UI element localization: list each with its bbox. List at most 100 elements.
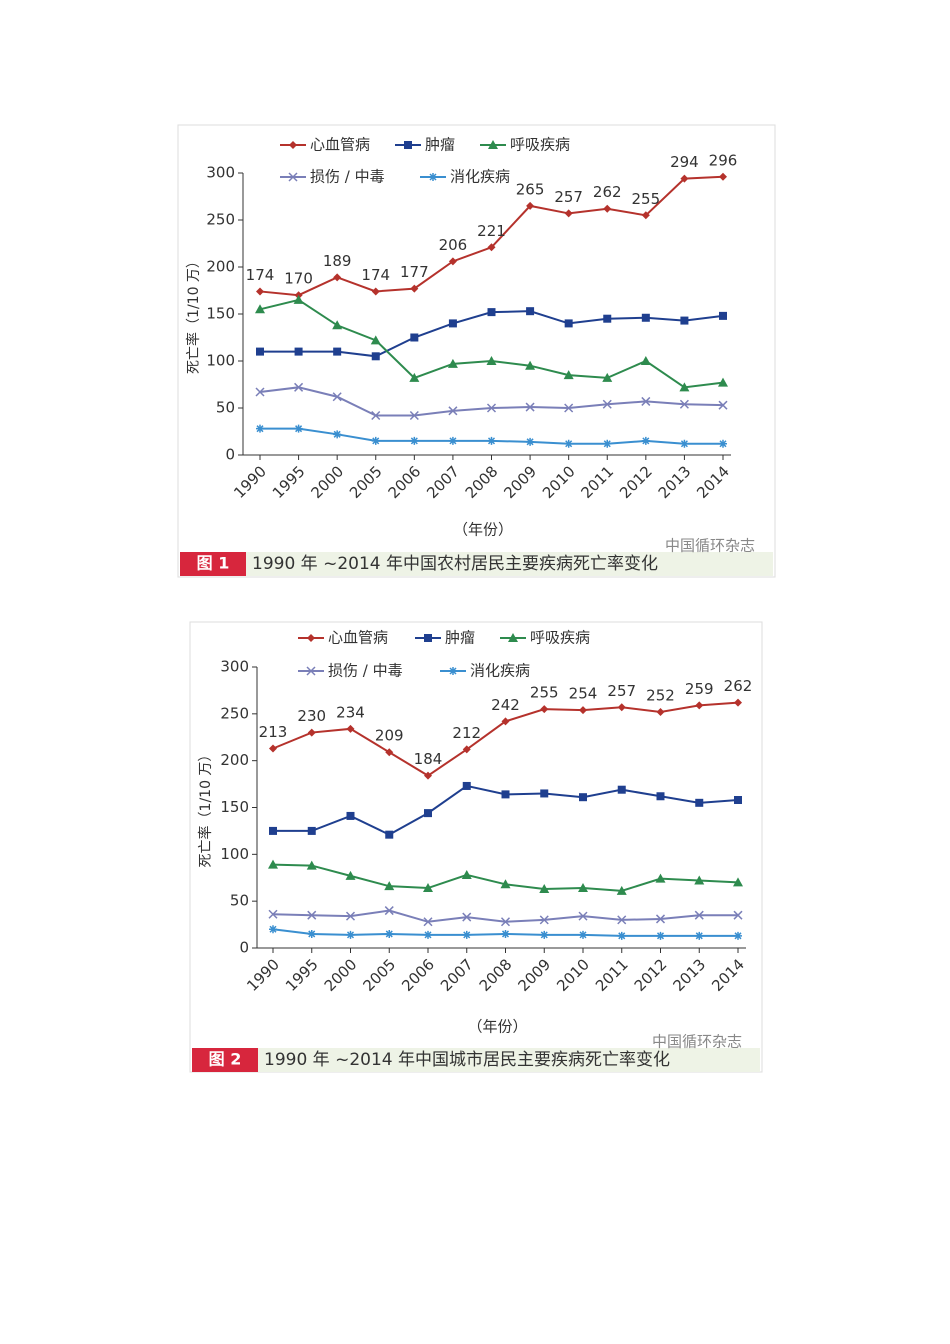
marker xyxy=(487,436,496,445)
y-tick-label: 100 xyxy=(206,352,235,370)
marker xyxy=(641,396,651,406)
data-label: 184 xyxy=(414,750,443,768)
marker xyxy=(564,403,574,413)
marker xyxy=(447,358,458,368)
figure-label: 图 2 xyxy=(209,1050,242,1069)
marker xyxy=(448,257,457,266)
legend-label: 心血管病 xyxy=(310,136,370,154)
legend-marker xyxy=(288,172,298,182)
figure-frame xyxy=(189,621,763,1073)
marker xyxy=(501,929,510,938)
legend-label: 消化疾病 xyxy=(470,662,530,680)
data-label: 213 xyxy=(259,723,288,741)
marker xyxy=(486,356,497,365)
marker xyxy=(578,911,588,921)
marker xyxy=(641,436,650,445)
marker xyxy=(719,311,727,320)
marker xyxy=(680,316,689,325)
marker xyxy=(540,705,549,714)
marker xyxy=(563,370,574,380)
marker xyxy=(655,873,666,883)
data-label: 265 xyxy=(516,180,545,198)
y-tick-label: 250 xyxy=(220,704,249,722)
marker xyxy=(719,172,727,181)
marker xyxy=(487,243,496,252)
marker xyxy=(371,287,380,296)
marker xyxy=(268,859,278,869)
marker xyxy=(345,911,356,921)
y-tick-label: 150 xyxy=(220,798,249,816)
marker xyxy=(294,382,304,392)
marker xyxy=(656,792,665,801)
caption-bar xyxy=(180,552,773,576)
legend-label: 呼吸疾病 xyxy=(510,136,570,154)
data-label: 296 xyxy=(709,151,738,169)
marker xyxy=(371,436,380,445)
marker xyxy=(718,400,728,410)
marker xyxy=(448,319,457,328)
marker xyxy=(501,790,510,799)
data-label: 262 xyxy=(724,677,753,695)
legend-label: 消化疾病 xyxy=(450,168,510,186)
y-tick-label: 100 xyxy=(220,845,249,863)
data-label: 257 xyxy=(554,188,583,206)
y-tick-label: 250 xyxy=(206,211,235,229)
marker xyxy=(424,809,432,818)
data-label: 221 xyxy=(477,222,506,240)
y-tick-label: 200 xyxy=(220,751,249,769)
marker xyxy=(307,929,316,938)
figure-caption: 1990 年 ~2014 年中国农村居民主要疾病死亡率变化 xyxy=(252,554,658,574)
marker xyxy=(424,771,432,780)
marker xyxy=(409,410,419,421)
marker xyxy=(526,201,535,210)
marker xyxy=(526,307,535,316)
marker xyxy=(526,437,535,446)
marker xyxy=(448,436,457,445)
marker xyxy=(602,372,613,382)
marker xyxy=(255,387,265,397)
marker xyxy=(579,706,587,715)
data-label: 212 xyxy=(452,724,481,742)
marker xyxy=(616,885,627,895)
marker xyxy=(306,860,317,870)
marker xyxy=(333,273,342,282)
marker xyxy=(617,703,626,712)
marker xyxy=(718,377,728,387)
marker xyxy=(500,879,511,889)
y-axis-label: 死亡率（1/10 万） xyxy=(185,254,202,374)
marker xyxy=(346,724,355,733)
marker xyxy=(307,910,317,920)
legend-marker xyxy=(488,140,498,149)
marker xyxy=(679,399,689,409)
legend-marker xyxy=(306,666,316,676)
marker xyxy=(525,402,535,412)
marker xyxy=(385,748,394,757)
marker xyxy=(384,906,394,916)
marker xyxy=(579,793,587,802)
marker xyxy=(564,209,573,218)
marker xyxy=(486,403,497,413)
watermark: 中国循环杂志 xyxy=(652,1033,742,1051)
legend-marker xyxy=(429,173,437,181)
marker xyxy=(734,796,742,805)
marker xyxy=(462,912,472,922)
marker xyxy=(603,314,612,323)
data-label: 255 xyxy=(530,684,559,702)
x-axis-label: （年份） xyxy=(453,521,513,539)
y-tick-label: 300 xyxy=(206,164,235,182)
marker xyxy=(695,701,704,710)
marker xyxy=(656,707,665,716)
marker xyxy=(733,910,743,920)
marker xyxy=(679,382,690,392)
marker xyxy=(256,347,264,356)
data-label: 257 xyxy=(607,682,636,700)
legend-marker xyxy=(449,667,457,675)
marker xyxy=(540,789,549,798)
figure-label: 图 1 xyxy=(197,554,230,573)
marker xyxy=(655,914,666,924)
marker xyxy=(579,930,587,939)
marker xyxy=(346,930,355,939)
marker xyxy=(307,728,316,737)
